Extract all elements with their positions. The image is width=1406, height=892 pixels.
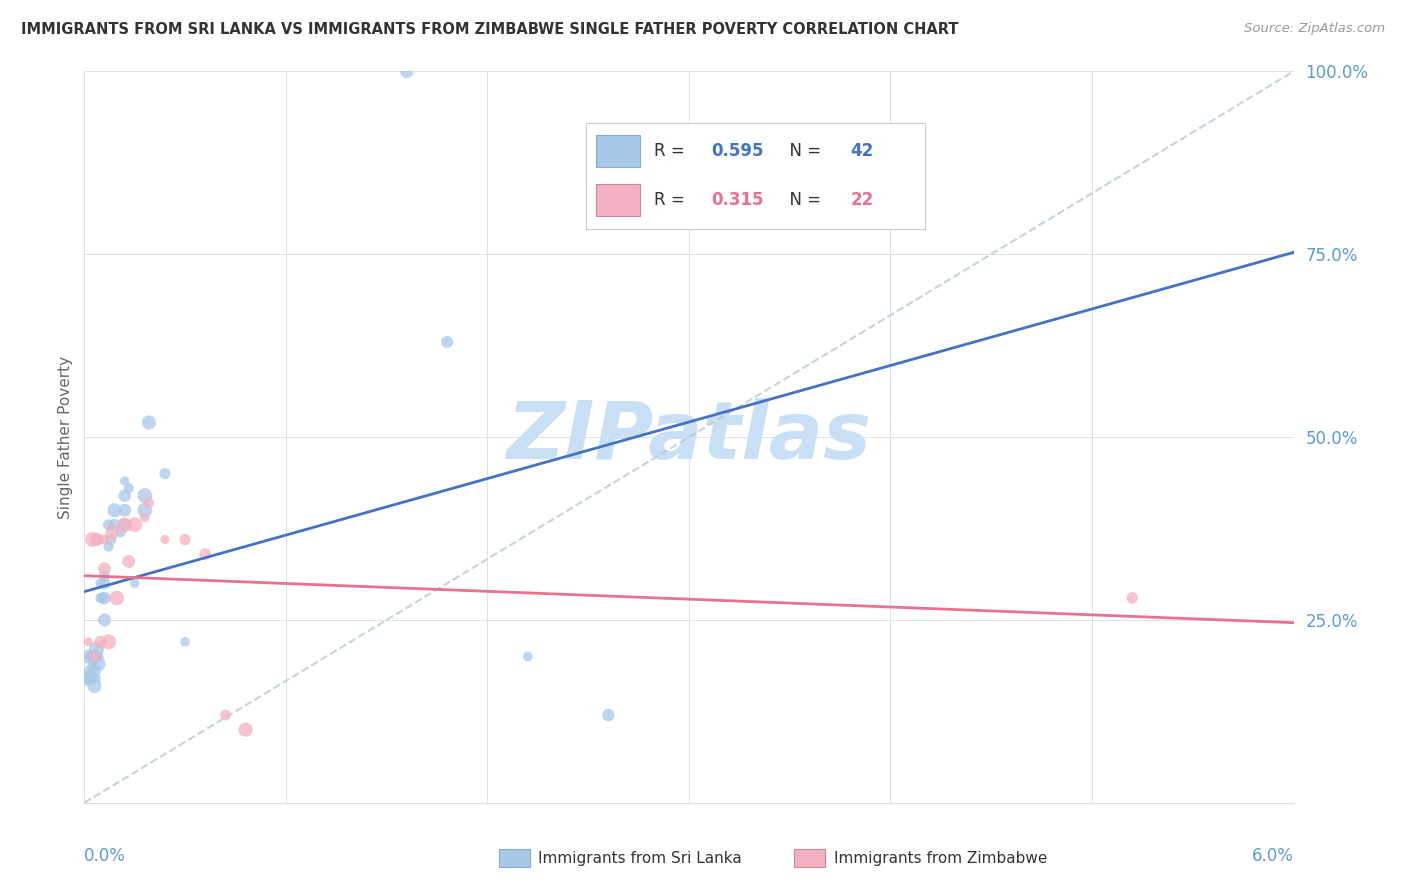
Point <box>79 649 101 664</box>
Point <box>395 64 418 78</box>
Point <box>97 540 120 554</box>
Point <box>79 664 101 678</box>
Point <box>214 708 236 723</box>
Point <box>118 554 141 568</box>
Point <box>235 723 257 737</box>
Point <box>93 569 115 583</box>
Point <box>138 496 160 510</box>
Point <box>83 664 105 678</box>
Point <box>138 416 160 430</box>
Point <box>77 635 100 649</box>
Point <box>89 591 111 605</box>
Point <box>114 503 136 517</box>
Point <box>100 533 122 547</box>
Point <box>93 562 115 576</box>
Point <box>174 533 197 547</box>
Point <box>83 679 105 693</box>
Point <box>97 517 120 532</box>
Point <box>124 576 146 591</box>
Point <box>118 481 141 495</box>
Point <box>77 672 100 686</box>
Text: Source: ZipAtlas.com: Source: ZipAtlas.com <box>1244 22 1385 36</box>
Point <box>82 533 104 547</box>
Point <box>93 533 115 547</box>
Text: Immigrants from Zimbabwe: Immigrants from Zimbabwe <box>834 851 1047 865</box>
Point <box>75 672 97 686</box>
Point <box>436 334 458 349</box>
Point <box>153 467 176 481</box>
Point <box>101 525 124 540</box>
Point <box>114 517 136 532</box>
Point <box>86 533 108 547</box>
Point <box>97 635 120 649</box>
Text: IMMIGRANTS FROM SRI LANKA VS IMMIGRANTS FROM ZIMBABWE SINGLE FATHER POVERTY CORR: IMMIGRANTS FROM SRI LANKA VS IMMIGRANTS … <box>21 22 959 37</box>
Point <box>124 517 146 532</box>
Point <box>93 576 115 591</box>
Point <box>174 635 197 649</box>
Text: Immigrants from Sri Lanka: Immigrants from Sri Lanka <box>538 851 742 865</box>
Text: ZIPatlas: ZIPatlas <box>506 398 872 476</box>
Point <box>82 657 104 671</box>
Point <box>104 503 127 517</box>
Point <box>598 708 620 723</box>
Point <box>516 649 538 664</box>
Point <box>1121 591 1143 605</box>
Point <box>87 649 110 664</box>
Point <box>153 533 176 547</box>
Point <box>114 474 136 488</box>
Y-axis label: Single Father Poverty: Single Father Poverty <box>58 356 73 518</box>
Point <box>114 517 136 532</box>
Point <box>82 672 104 686</box>
Point <box>83 649 105 664</box>
Point <box>77 649 100 664</box>
Point <box>194 547 217 561</box>
Point <box>104 517 127 532</box>
Point <box>86 642 108 657</box>
Point <box>105 591 128 605</box>
Point <box>89 635 111 649</box>
Point <box>89 576 111 591</box>
Point <box>93 613 115 627</box>
Text: 0.0%: 0.0% <box>84 847 127 864</box>
Text: 6.0%: 6.0% <box>1251 847 1294 864</box>
Bar <box>499 849 530 867</box>
Point <box>93 591 115 605</box>
Bar <box>794 849 825 867</box>
Point <box>83 649 105 664</box>
Point <box>134 510 156 524</box>
Point <box>87 657 110 671</box>
Point <box>134 503 156 517</box>
Point <box>87 533 110 547</box>
Point <box>86 672 108 686</box>
Point <box>134 489 156 503</box>
Point <box>110 525 132 540</box>
Point <box>91 591 114 605</box>
Point <box>114 489 136 503</box>
